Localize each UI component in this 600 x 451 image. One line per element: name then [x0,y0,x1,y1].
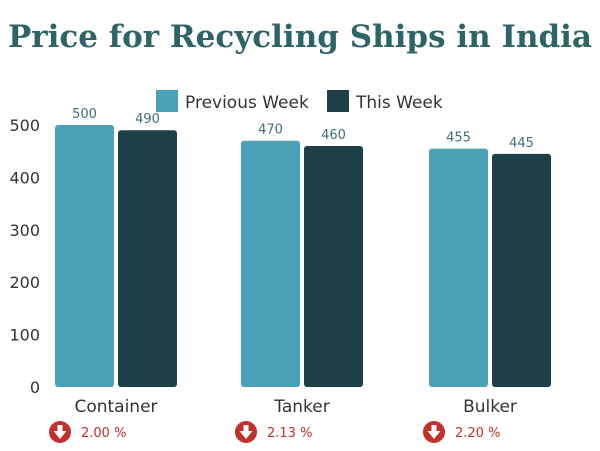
down-arrow-icon [423,421,445,443]
bar [492,153,551,387]
down-arrow-icon [49,421,71,443]
down-arrow-icon-stem [57,425,63,432]
bar-value-label: 445 [509,136,534,151]
bar-value-label: 455 [446,131,471,146]
bar [304,145,363,387]
bar-value-label: 470 [258,123,283,138]
change-percent-label: 2.00 % [81,426,126,441]
y-tick-label: 200 [9,273,40,292]
down-arrow-icon-stem [243,425,249,432]
y-tick-label: 300 [9,221,40,240]
legend-label: Previous Week [185,93,309,113]
legend-label: This Week [355,93,443,113]
legend-swatch [327,90,349,112]
bar [55,125,114,387]
down-arrow-icon [235,421,257,443]
y-tick-label: 500 [9,116,40,135]
category-label: Bulker [463,397,517,417]
down-arrow-icon-stem [431,425,437,432]
bar [241,140,300,387]
chart-title: Price for Recycling Ships in India [8,19,592,55]
category-label: Tanker [273,397,329,417]
bar [118,130,177,388]
legend: Previous Week This Week [156,90,443,113]
bar-value-label: 490 [135,112,160,127]
down-arrow-icon-head [53,431,67,439]
x-axis: Container Tanker Bulker [74,397,516,417]
y-tick-label: 400 [9,168,40,187]
change-percent-label: 2.20 % [455,426,500,441]
y-axis: 0 100 200 300 400 500 [9,116,40,397]
down-arrow-icon-head [427,431,441,439]
bar [429,148,488,387]
y-tick-label: 100 [9,326,40,345]
category-label: Container [74,397,157,417]
change-indicators: 2.00 % 2.13 % 2.20 % [49,421,500,443]
bar-value-label: 500 [72,107,97,122]
legend-swatch [156,90,178,112]
bar-value-label: 460 [321,128,346,143]
y-tick-label: 0 [30,378,40,397]
bars-group: 500 490 470 460 455 445 [55,107,551,388]
change-percent-label: 2.13 % [267,426,312,441]
down-arrow-icon-head [239,431,253,439]
